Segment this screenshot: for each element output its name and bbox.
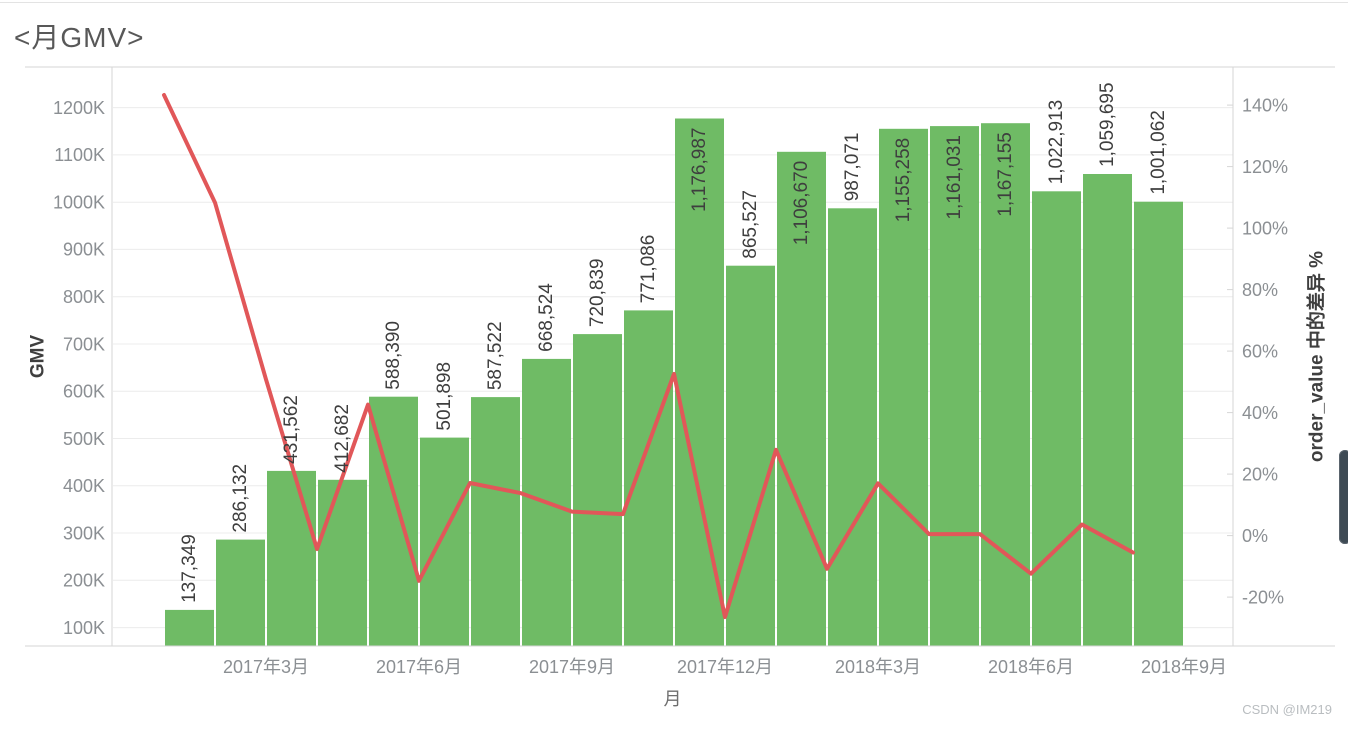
gmv-bar-2018-06[interactable] [1032, 191, 1081, 647]
bar-value-label: 987,071 [842, 133, 863, 202]
vertical-scrollbar-thumb[interactable] [1339, 450, 1348, 544]
left-axis-tick-label: 100K [63, 618, 105, 638]
left-axis-title: GMV [28, 335, 49, 379]
bar-value-label: 865,527 [740, 190, 761, 259]
gmv-bar-2018-02[interactable] [828, 208, 877, 647]
right-axis-tick-label: 0% [1242, 526, 1268, 546]
right-axis-tick-label: 120% [1242, 157, 1288, 177]
x-axis-tick-label: 2017年12月 [677, 657, 773, 677]
gmv-bar-2017-02[interactable] [216, 539, 265, 646]
left-axis-tick-label: 400K [63, 476, 105, 496]
left-axis-tick-label: 500K [63, 429, 105, 449]
page-top-border [0, 2, 1348, 3]
gmv-bar-2017-07[interactable] [471, 397, 520, 646]
x-axis-tick-label: 2017年6月 [376, 657, 462, 677]
x-axis-title: 月 [664, 689, 682, 709]
bar-value-label: 412,682 [332, 404, 353, 473]
chart-title: <月GMV> [14, 22, 145, 53]
x-axis-tick-label: 2017年3月 [223, 657, 309, 677]
bar-value-label: 1,022,913 [1046, 100, 1067, 185]
gmv-bar-2018-08[interactable] [1134, 201, 1183, 646]
bar-value-label: 1,176,987 [689, 128, 710, 213]
x-axis-tick-label: 2018年3月 [835, 657, 921, 677]
x-axis-tick-label: 2018年6月 [988, 657, 1074, 677]
gmv-bar-2017-06[interactable] [420, 437, 469, 646]
right-axis-tick-label: 40% [1242, 403, 1278, 423]
bar-value-label: 771,086 [638, 235, 659, 304]
bar-value-label: 137,349 [179, 534, 200, 603]
gmv-bar-2017-09[interactable] [573, 334, 622, 646]
bar-value-label: 1,161,031 [944, 135, 965, 220]
bar-value-label: 286,132 [230, 464, 251, 533]
left-axis-tick-label: 300K [63, 523, 105, 543]
bar-value-label: 588,390 [383, 321, 404, 390]
gmv-bar-2017-10[interactable] [624, 310, 673, 646]
bar-value-label: 1,059,695 [1097, 82, 1118, 167]
right-axis-tick-label: 80% [1242, 280, 1278, 300]
bar-value-label: 587,522 [485, 321, 506, 390]
diff-percent-line[interactable] [162, 93, 1135, 620]
watermark: CSDN @IM219 [1242, 702, 1332, 717]
left-axis-tick-label: 1200K [53, 98, 105, 118]
right-axis-tick-label: -20% [1242, 587, 1284, 607]
bar-value-label: 1,155,258 [893, 138, 914, 223]
bar-value-label: 1,106,670 [791, 161, 812, 246]
gmv-bar-2018-05[interactable] [981, 123, 1030, 646]
bar-value-label: 1,001,062 [1148, 110, 1169, 195]
gmv-bar-2017-01[interactable] [165, 609, 214, 646]
left-axis-tick-label: 1000K [53, 192, 105, 212]
right-axis-tick-label: 60% [1242, 341, 1278, 361]
bar-value-label: 668,524 [536, 283, 557, 352]
right-axis-tick-label: 20% [1242, 464, 1278, 484]
gmv-bar-2018-04[interactable] [930, 126, 979, 647]
left-axis-tick-label: 700K [63, 334, 105, 354]
x-axis-tick-label: 2018年9月 [1141, 657, 1227, 677]
bar-value-label: 720,839 [587, 258, 608, 327]
right-axis-title: order_value 中的差异 % [1305, 251, 1328, 462]
gmv-bar-2018-03[interactable] [879, 128, 928, 647]
left-axis-tick-label: 1100K [54, 145, 105, 165]
left-axis-tick-label: 600K [63, 382, 105, 402]
bar-value-label: 501,898 [434, 362, 455, 431]
left-axis-tick-label: 800K [63, 287, 105, 307]
bar-value-label: 1,167,155 [995, 132, 1016, 217]
right-axis-tick-label: 140% [1242, 95, 1288, 115]
bar-value-label: 431,562 [281, 395, 302, 464]
gmv-bar-2018-01[interactable] [777, 151, 826, 647]
gmv-bar-2018-07[interactable] [1083, 174, 1132, 646]
x-axis-tick-label: 2017年9月 [529, 657, 615, 677]
left-axis-tick-label: 200K [63, 571, 105, 591]
left-axis-tick-label: 900K [63, 240, 105, 260]
gmv-bar-2017-11[interactable] [675, 118, 724, 647]
gmv-bar-2017-04[interactable] [318, 479, 367, 646]
right-axis-tick-label: 100% [1242, 218, 1288, 238]
gmv-bar-2017-03[interactable] [267, 470, 316, 646]
